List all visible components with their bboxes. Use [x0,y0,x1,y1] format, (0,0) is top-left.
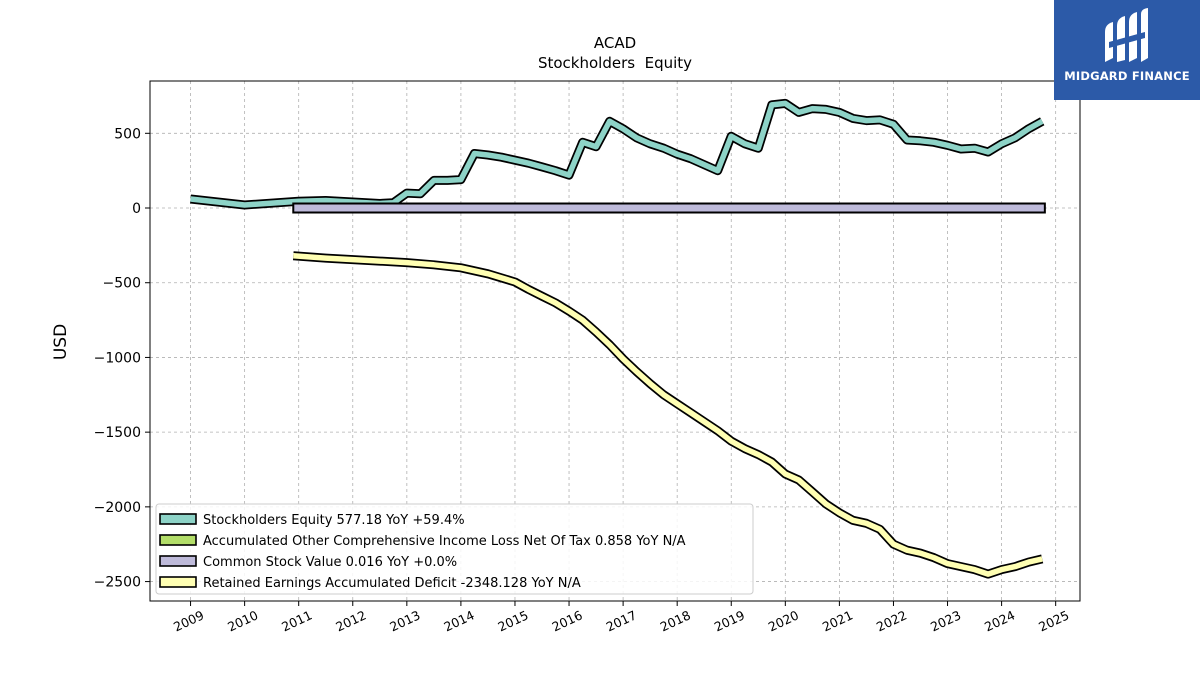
legend-swatch [159,513,197,525]
legend-box [155,503,754,595]
x-tick-label: 2018 [658,607,693,634]
x-tick-label: 2009 [171,607,206,634]
y-tick-label: −1500 [94,425,141,441]
legend-entry: Common Stock Value 0.016 YoY +0.0% [203,555,457,570]
x-tick-label: 2011 [279,607,314,634]
series-line-common-stock-value [292,202,1046,214]
x-tick-label: 2021 [820,607,855,634]
x-tick-label: 2014 [441,607,476,634]
y-tick-label: −2000 [94,500,141,516]
x-tick-label: 2020 [766,607,801,634]
series-line-retained-earnings-accumulated-deficit [293,253,1043,577]
y-tick-label: −1000 [94,350,141,366]
legend-swatch [159,576,197,588]
y-axis-label: USD [51,324,71,360]
series-outline-stockholders-equity [190,98,1045,210]
series-line-stockholders-equity [190,100,1044,208]
legend-swatch [159,534,197,546]
x-tick-label: 2025 [1036,607,1071,634]
legend-entry: Accumulated Other Comprehensive Income L… [203,534,686,549]
y-tick-label: −500 [103,276,141,292]
y-tick-label: 0 [132,201,141,217]
series-layer [190,98,1046,579]
brand-name: MIDGARD FINANCE [1064,69,1190,83]
x-tick-label: 2022 [874,607,909,634]
x-tick-label: 2013 [387,607,422,634]
x-tick-label: 2015 [495,607,530,634]
midgard-m-logo-icon [1105,8,1148,62]
x-tick-label: 2012 [333,607,368,634]
x-tick-label: 2016 [550,607,585,634]
legend: Stockholders Equity 577.18 YoY +59.4% Acc… [155,503,754,595]
plot-frame [149,80,1081,602]
y-tick-label: −2500 [94,575,141,591]
x-tick-label: 2010 [225,607,260,634]
x-tick-label: 2024 [982,607,1017,634]
chart-subtitle: Stockholders Equity [538,54,692,72]
brand-logo: MIDGARD FINANCE [1054,0,1200,100]
x-tick-label: 2017 [604,607,639,634]
chart-title: ACAD [594,34,636,52]
legend-entry: Retained Earnings Accumulated Deficit -2… [203,576,581,591]
y-tick-label: 500 [114,126,141,142]
legend-swatch [159,555,197,567]
x-tick-label: 2023 [928,607,963,634]
legend-entry: Stockholders Equity 577.18 YoY +59.4% [203,513,465,528]
x-tick-label: 2019 [712,607,747,634]
